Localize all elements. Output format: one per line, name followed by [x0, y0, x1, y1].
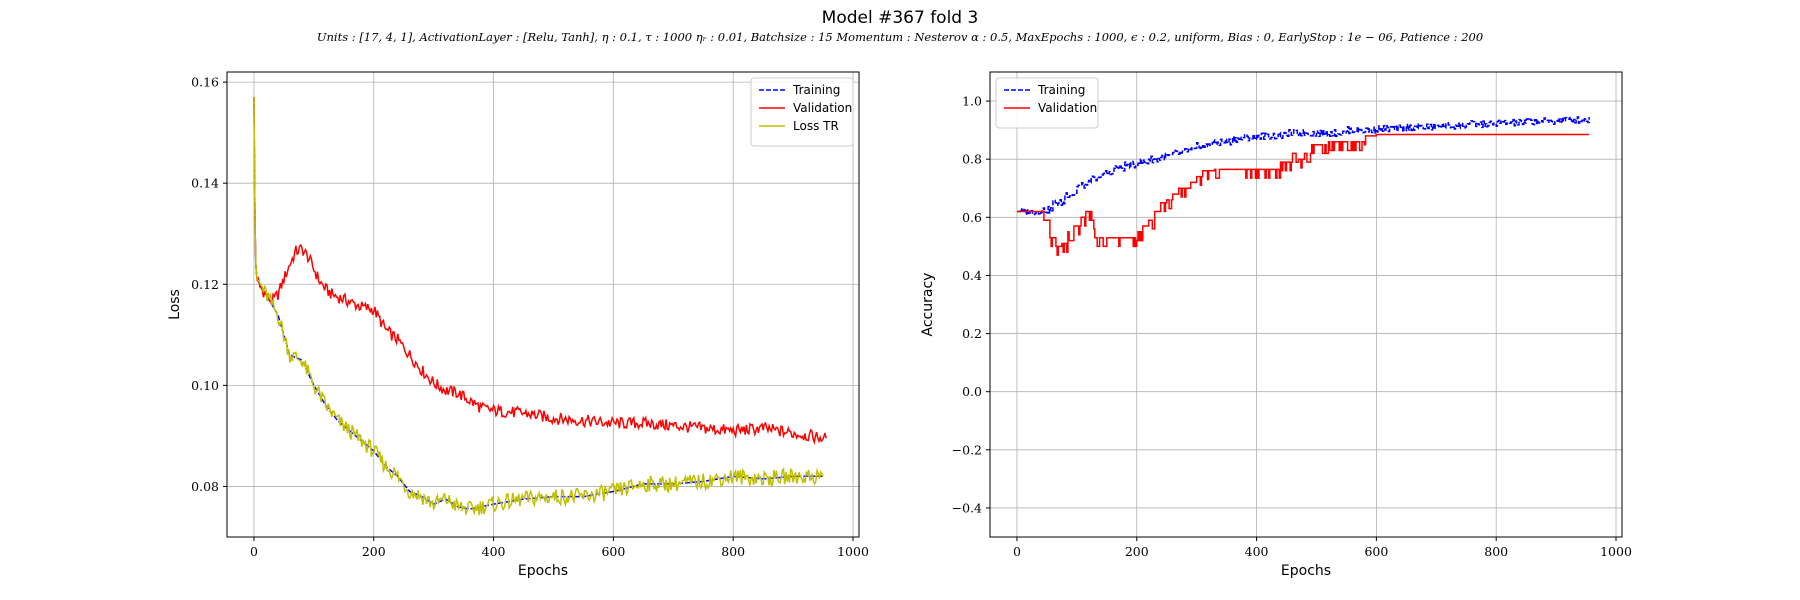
series-line-validation — [1017, 133, 1590, 256]
x-tick-label: 1000 — [837, 544, 869, 559]
series-line-training — [1017, 116, 1590, 216]
x-tick-label: 400 — [1245, 544, 1269, 559]
x-tick-label: 800 — [721, 544, 745, 559]
y-tick-label: −0.2 — [952, 442, 982, 457]
y-tick-label: −0.4 — [952, 500, 982, 515]
y-tick-label: 1.0 — [962, 94, 982, 109]
loss-chart: 0 200 400 600 800 1000 0.08 0.10 0.12 0.14 0.16 Epo… — [167, 71, 869, 579]
legend-box — [750, 77, 854, 147]
series-line-validation — [253, 97, 827, 446]
y-tick-label: 0.0 — [962, 384, 982, 399]
x-axis-label: Epochs — [518, 563, 568, 579]
y-tick-label: 0.2 — [962, 326, 982, 341]
accuracy-chart: 0 200 400 600 800 1000 −0.4 −0.2 0.0 0.2 0.4 0.6 0.8… — [920, 71, 1632, 579]
series-line-loss-tr — [253, 97, 824, 517]
legend-label: Validation — [1038, 101, 1097, 115]
legend-label: Training — [792, 83, 840, 97]
x-tick-label: 600 — [1364, 544, 1388, 559]
y-tick-label: 0.10 — [191, 378, 219, 393]
x-axis-label: Epochs — [1281, 563, 1331, 579]
figure-subtitle: Units : [17, 4, 1], ActivationLayer : [R… — [316, 30, 1484, 44]
legend: Training Validation Loss TR — [750, 77, 854, 147]
x-tick-label: 1000 — [1600, 544, 1632, 559]
y-tick-label: 0.14 — [191, 176, 219, 191]
x-tick-label: 0 — [1013, 544, 1021, 559]
plot-frame — [226, 71, 860, 538]
legend-label: Loss TR — [793, 119, 839, 133]
figure-title: Model #367 fold 3 — [821, 8, 979, 28]
legend: Training Validation — [995, 77, 1099, 129]
plot-frame — [989, 71, 1623, 538]
x-tick-label: 600 — [601, 544, 625, 559]
y-tick-label: 0.12 — [191, 277, 219, 292]
series-group — [253, 97, 827, 517]
x-tick-label: 200 — [1125, 544, 1149, 559]
y-tick-label: 0.16 — [191, 75, 219, 90]
y-tick-label: 0.08 — [191, 479, 219, 494]
x-tick-label: 800 — [1484, 544, 1508, 559]
x-tick-label: 400 — [482, 544, 506, 559]
y-tick-label: 0.8 — [962, 152, 982, 167]
y-axis-label: Accuracy — [920, 273, 936, 337]
x-tick-label: 200 — [362, 544, 386, 559]
y-tick-label: 0.6 — [962, 210, 982, 225]
y-tick-label: 0.4 — [962, 268, 982, 283]
x-tick-label: 0 — [250, 544, 258, 559]
legend-label: Validation — [793, 101, 852, 115]
series-group — [1017, 116, 1590, 256]
legend-label: Training — [1037, 83, 1085, 97]
y-axis-label: Loss — [167, 289, 183, 320]
